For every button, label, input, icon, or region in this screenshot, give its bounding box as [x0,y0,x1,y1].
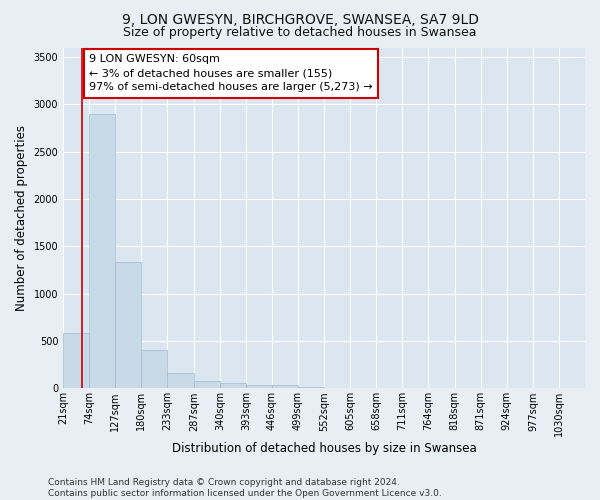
Bar [63,334,89,388]
Bar [89,114,115,388]
Bar [194,381,220,388]
Bar [115,262,141,388]
Bar [167,373,194,388]
Bar [298,387,324,388]
Text: 9, LON GWESYN, BIRCHGROVE, SWANSEA, SA7 9LD: 9, LON GWESYN, BIRCHGROVE, SWANSEA, SA7 … [121,12,479,26]
Text: Size of property relative to detached houses in Swansea: Size of property relative to detached ho… [123,26,477,39]
Text: Contains HM Land Registry data © Crown copyright and database right 2024.
Contai: Contains HM Land Registry data © Crown c… [48,478,442,498]
Y-axis label: Number of detached properties: Number of detached properties [15,125,28,311]
X-axis label: Distribution of detached houses by size in Swansea: Distribution of detached houses by size … [172,442,476,455]
Bar [141,350,167,389]
Bar [246,384,272,388]
Bar [272,385,298,388]
Text: 9 LON GWESYN: 60sqm
← 3% of detached houses are smaller (155)
97% of semi-detach: 9 LON GWESYN: 60sqm ← 3% of detached hou… [89,54,373,92]
Bar [220,383,246,388]
